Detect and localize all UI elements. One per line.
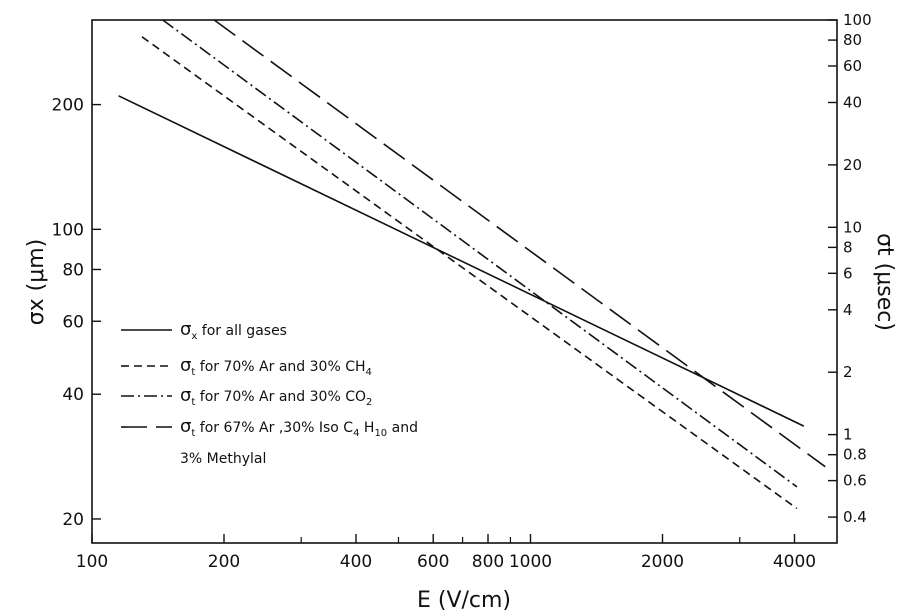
y2-tick-label: 2 <box>843 363 853 381</box>
y2-tick-label: 10 <box>843 218 862 236</box>
y2-tick-label: 80 <box>843 31 862 49</box>
x-tick-label: 1000 <box>509 552 552 572</box>
y2-tick-label: 0.4 <box>843 508 867 526</box>
y2-tick-label: 4 <box>843 301 853 319</box>
y-tick-label: 40 <box>62 385 84 405</box>
y-tick-label: 200 <box>52 96 84 116</box>
y2-tick-label: 60 <box>843 57 862 75</box>
legend-label: σx for all gases <box>180 319 287 342</box>
y-tick-label: 80 <box>62 260 84 280</box>
y-axis-left: 20 40 60 80 100 200 <box>52 96 101 530</box>
y2-tick-label: 8 <box>843 238 853 256</box>
x-tick-label: 100 <box>76 552 108 572</box>
legend-label-line2: 3% Methylal <box>180 451 266 467</box>
series-line-1 <box>118 95 805 427</box>
x-tick-label: 600 <box>417 552 449 572</box>
y-tick-label: 60 <box>62 312 84 332</box>
legend: σx for all gases σt for 70% Ar and 30% CH… <box>121 319 418 467</box>
y2-tick-label: 1 <box>843 426 853 444</box>
y-axis-title: σx (μm) <box>24 239 49 326</box>
y2-axis-title: σt (μsec) <box>872 233 897 331</box>
legend-label: σt for 70% Ar and 30% CO2 <box>180 385 372 408</box>
series-line-3 <box>162 19 798 488</box>
y-tick-label: 20 <box>62 510 84 530</box>
x-tick-label: 400 <box>340 552 372 572</box>
x-tick-label: 800 <box>472 552 504 572</box>
x-tick-label: 4000 <box>773 552 816 572</box>
x-axis: 100 200 400 600 800 1000 2000 4000 <box>76 534 816 572</box>
y2-tick-label: 40 <box>843 93 862 111</box>
plot-frame <box>91 19 838 544</box>
y2-tick-label: 0.6 <box>843 472 867 490</box>
series-line-4 <box>213 19 826 468</box>
y-tick-label: 100 <box>52 220 84 240</box>
series-layer <box>118 19 826 510</box>
y2-tick-label: 6 <box>843 264 853 282</box>
x-tick-label: 2000 <box>641 552 684 572</box>
x-axis-title: E (V/cm) <box>417 588 511 613</box>
legend-label: σt for 67% Ar ,30% Iso C4 H10 and <box>180 416 418 439</box>
y2-tick-label: 20 <box>843 156 862 174</box>
x-tick-label: 200 <box>208 552 240 572</box>
y2-tick-label: 0.8 <box>843 446 867 464</box>
y2-tick-label: 100 <box>843 11 872 29</box>
legend-label: σt for 70% Ar and 30% CH4 <box>180 355 372 378</box>
y-axis-right: 0.4 0.6 0.8 1 2 4 6 8 10 20 40 60 80 100 <box>828 11 872 526</box>
series-line-2 <box>141 36 798 510</box>
